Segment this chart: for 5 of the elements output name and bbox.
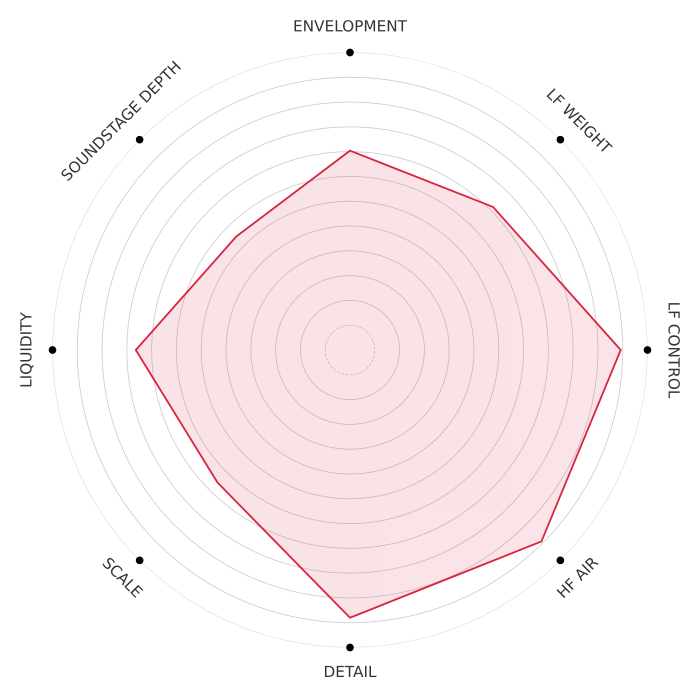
spoke-label: DETAIL	[324, 666, 376, 678]
spoke-label: ENVELOPMENT	[294, 20, 408, 32]
spoke-label: LIQUIDITY	[20, 312, 34, 386]
spoke-label: HF AIR	[556, 556, 599, 598]
spoke-label: LF CONTROL	[668, 303, 680, 398]
